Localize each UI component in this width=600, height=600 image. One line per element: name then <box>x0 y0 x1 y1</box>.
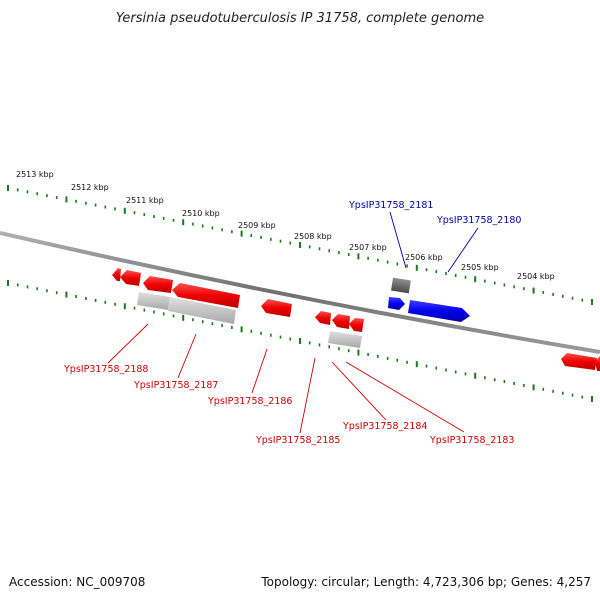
feature-2181-rna[interactable] <box>391 277 411 294</box>
scale-label-2508: 2508 kbp <box>294 232 332 241</box>
leader-2181 <box>389 211 407 269</box>
genome-backbone <box>0 231 600 354</box>
scale-ticks-inner <box>7 280 593 402</box>
gene-2183[interactable] <box>349 318 364 332</box>
leader-2185 <box>299 357 316 434</box>
scale-label-2505: 2505 kbp <box>461 263 499 272</box>
gene-label-2180[interactable]: YpsIP31758_2180 <box>436 215 521 226</box>
gene-2185[interactable] <box>315 311 331 325</box>
scale-label-2511: 2511 kbp <box>126 196 164 205</box>
label-leaders <box>107 211 479 434</box>
gene-2188a[interactable] <box>120 270 141 286</box>
scale-label-2504: 2504 kbp <box>517 272 555 281</box>
scale-label-2513: 2513 kbp <box>16 170 54 179</box>
gene-label-2187[interactable]: YpsIP31758_2187 <box>133 380 218 391</box>
scale-label-2507: 2507 kbp <box>349 243 387 252</box>
gene-label-2183[interactable]: YpsIP31758_2183 <box>429 435 514 446</box>
leader-2188 <box>107 323 149 364</box>
scale-label-2509: 2509 kbp <box>238 221 276 230</box>
feature-2187-rna[interactable] <box>168 297 236 324</box>
gene-labels: YpsIP31758_2181 YpsIP31758_2180 YpsIP317… <box>63 200 521 446</box>
leader-2184 <box>331 361 387 421</box>
rna-features <box>137 292 362 348</box>
gene-edge-right-2[interactable] <box>595 356 600 371</box>
genome-summary: Topology: circular; Length: 4,723,306 bp… <box>260 575 591 589</box>
accession-label: Accession: NC_009708 <box>9 575 145 589</box>
gene-label-2186[interactable]: YpsIP31758_2186 <box>207 396 292 407</box>
feature-2184-rna[interactable] <box>328 331 362 348</box>
scale-ticks-outer <box>7 185 593 305</box>
map-title: Yersinia pseudotuberculosis IP 31758, co… <box>116 11 484 26</box>
gene-2184[interactable] <box>332 314 350 329</box>
leader-2183 <box>345 361 465 433</box>
gene-label-2188[interactable]: YpsIP31758_2188 <box>63 364 148 375</box>
gene-2189[interactable] <box>112 268 121 281</box>
leader-2180 <box>447 227 479 273</box>
gene-2186[interactable] <box>261 299 292 317</box>
feature-2188-rna[interactable] <box>137 292 170 310</box>
gene-edge-right[interactable] <box>561 353 597 370</box>
scale-label-2506: 2506 kbp <box>405 253 443 262</box>
gene-2181[interactable] <box>388 297 405 310</box>
gene-2187[interactable] <box>172 283 240 308</box>
reverse-strand-genes <box>112 268 600 371</box>
leader-2187 <box>177 333 197 379</box>
gene-2180[interactable] <box>408 300 470 322</box>
gene-2188[interactable] <box>143 276 173 293</box>
forward-strand-genes <box>388 277 470 322</box>
gene-label-2184[interactable]: YpsIP31758_2184 <box>342 421 427 432</box>
leader-2186 <box>251 348 268 394</box>
gene-label-2181[interactable]: YpsIP31758_2181 <box>348 200 433 211</box>
scale-labels: 2513 kbp 2512 kbp 2511 kbp 2510 kbp 2509… <box>16 170 555 281</box>
scale-label-2512: 2512 kbp <box>71 183 109 192</box>
gene-label-2185[interactable]: YpsIP31758_2185 <box>255 435 340 446</box>
scale-label-2510: 2510 kbp <box>182 209 220 218</box>
